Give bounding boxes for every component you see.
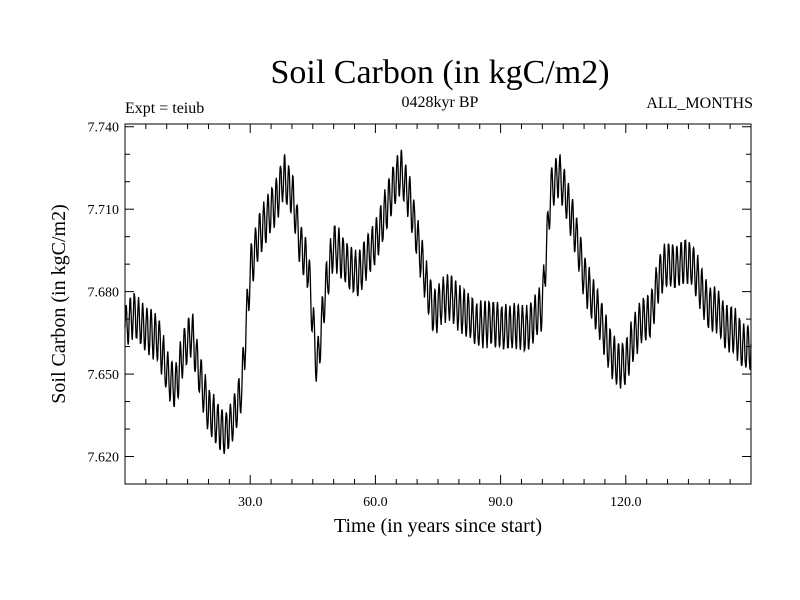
x-tick-label: 60.0	[363, 495, 388, 510]
y-tick-label: 7.650	[88, 368, 120, 383]
months-label: ALL_MONTHS	[646, 95, 753, 112]
y-tick-label: 7.740	[88, 121, 120, 136]
chart-title: Soil Carbon (in kgC/m2)	[270, 54, 610, 91]
chart-subtitle: 0428kyr BP	[401, 94, 479, 111]
series-line-soil-carbon	[124, 149, 752, 454]
y-tick-label: 7.710	[88, 203, 120, 218]
x-tick-label: 90.0	[488, 495, 513, 510]
experiment-label: Expt = teiub	[125, 100, 205, 117]
y-tick-label: 7.680	[88, 286, 120, 301]
x-tick-label: 30.0	[238, 495, 263, 510]
y-axis-label: Soil Carbon (in kgC/m2)	[48, 204, 70, 403]
x-axis-label: Time (in years since start)	[334, 515, 542, 537]
y-tick-label: 7.620	[88, 451, 120, 466]
x-tick-label: 120.0	[610, 495, 642, 510]
